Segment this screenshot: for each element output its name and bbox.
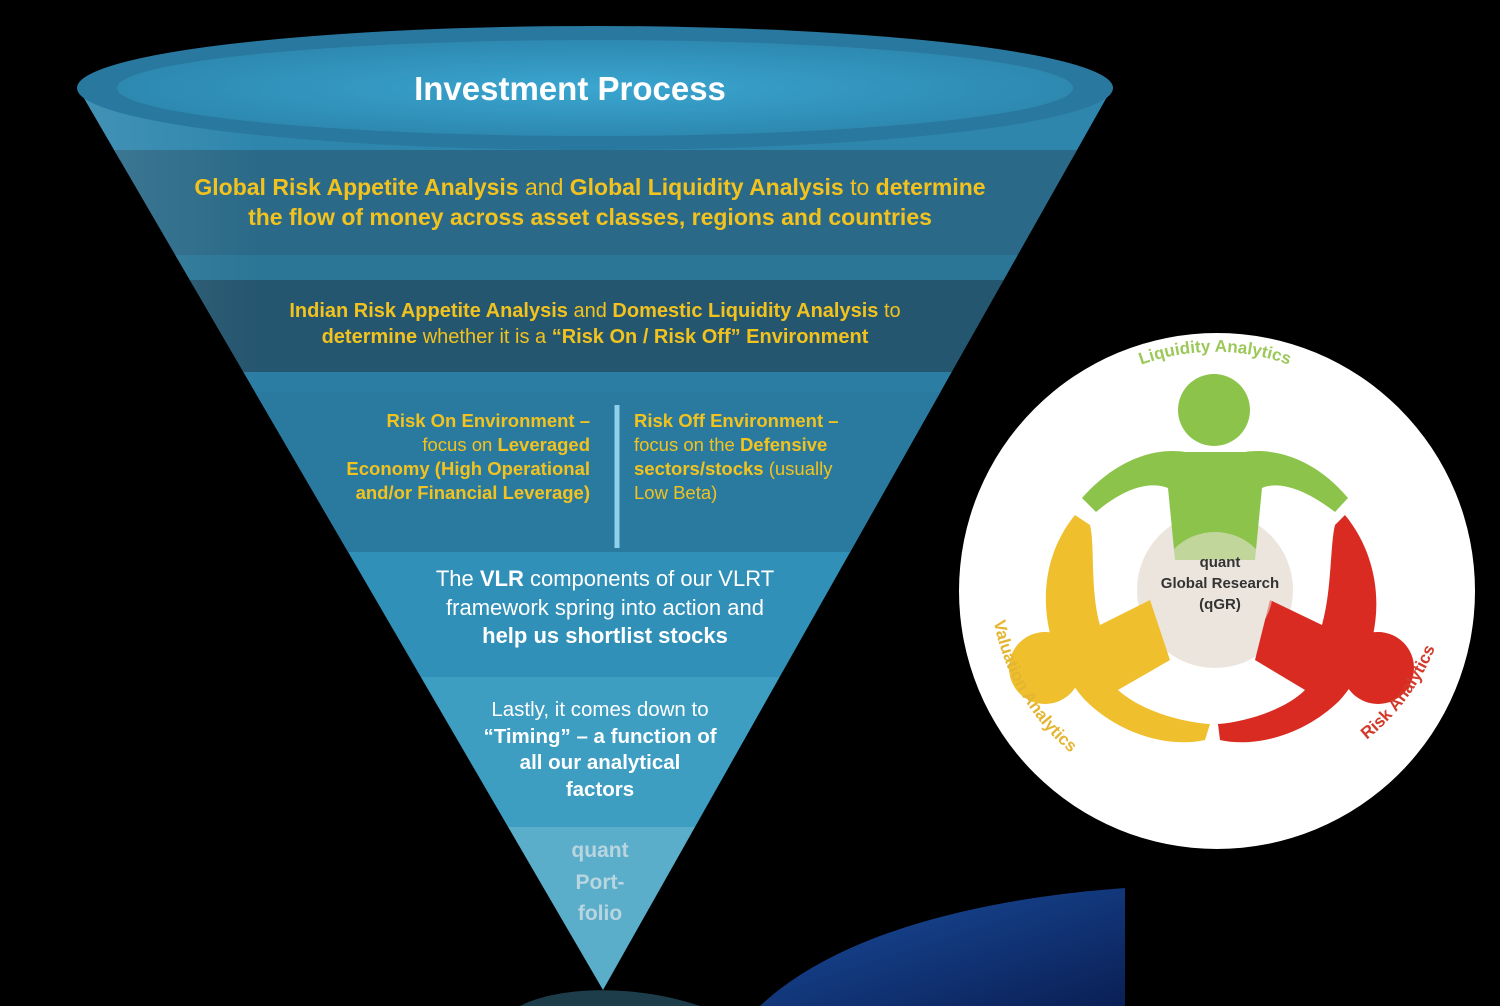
text-to: to bbox=[843, 174, 876, 200]
text-and: and bbox=[518, 174, 570, 200]
global-risk-appetite: Global Risk Appetite Analysis bbox=[194, 174, 519, 200]
risk-off-heading: Risk Off Environment – bbox=[634, 410, 839, 431]
text-whether: whether it is a bbox=[417, 326, 552, 348]
text-determine: determine bbox=[875, 174, 986, 200]
risk-on-off-text: “Risk On / Risk Off” Environment bbox=[551, 326, 869, 348]
text-port: Port- bbox=[575, 870, 625, 894]
flow-of-money-text: the flow of money across asset classes, … bbox=[248, 203, 932, 230]
text-determine: determine bbox=[321, 326, 418, 348]
valuation-figure bbox=[1009, 515, 1210, 743]
text-financial-leverage: and/or Financial Leverage) bbox=[355, 482, 590, 504]
decorative-ground bbox=[520, 990, 700, 1006]
text-sectors-stocks: sectors/stocks bbox=[634, 458, 764, 480]
text-the: The bbox=[435, 566, 480, 591]
liquidity-figure bbox=[1082, 374, 1348, 560]
quant-portfolio-text: quant Port- folio bbox=[540, 835, 660, 930]
domestic-liquidity: Domestic Liquidity Analysis bbox=[612, 300, 879, 322]
text-qgr: (qGR) bbox=[1199, 596, 1241, 613]
text-defensive: Defensive bbox=[739, 434, 828, 456]
vlr-text: The VLR components of our VLRT framework… bbox=[395, 565, 815, 651]
funnel-title: Investment Process bbox=[414, 70, 726, 107]
text-folio: folio bbox=[577, 902, 623, 925]
text-quant: quant bbox=[571, 839, 629, 862]
indian-analysis-text: Indian Risk Appetite Analysis and Domest… bbox=[225, 298, 965, 350]
risk-on-heading: Risk On Environment – bbox=[386, 410, 590, 431]
text-timing: “Timing” – a function of bbox=[483, 724, 717, 748]
qgr-label: quant Global Research (qGR) bbox=[1120, 552, 1320, 615]
text-shortlist-stocks: help us shortlist stocks bbox=[482, 623, 728, 649]
decorative-wave bbox=[760, 888, 1125, 1006]
global-analysis-text: Global Risk Appetite Analysis and Global… bbox=[150, 173, 1030, 233]
qgr-circle: Liquidity Analytics Valuation Analytics … bbox=[959, 333, 1475, 849]
text-usually: (usually bbox=[763, 458, 833, 480]
text-low-beta: Low Beta) bbox=[634, 482, 718, 504]
text-lastly: Lastly, it comes down to bbox=[491, 698, 709, 721]
text-components: components of our VLRT bbox=[523, 566, 775, 591]
global-liquidity: Global Liquidity Analysis bbox=[569, 174, 844, 200]
text-economy: Economy (High Operational bbox=[346, 458, 590, 480]
indian-risk-appetite: Indian Risk Appetite Analysis bbox=[289, 300, 568, 322]
text-to: to bbox=[878, 300, 901, 322]
text-leveraged: Leveraged bbox=[497, 434, 590, 456]
risk-on-text: Risk On Environment – focus on Leveraged… bbox=[300, 409, 590, 505]
text-focus-on: focus on bbox=[422, 434, 498, 456]
text-focus-on-the: focus on the bbox=[634, 434, 740, 456]
text-analytical: all our analytical bbox=[519, 751, 681, 775]
risk-figure bbox=[1218, 515, 1414, 743]
timing-text: Lastly, it comes down to “Timing” – a fu… bbox=[450, 697, 750, 804]
text-global-research: Global Research bbox=[1160, 575, 1280, 592]
text-vlr: VLR bbox=[479, 566, 524, 591]
text-factors: factors bbox=[565, 777, 635, 801]
text-framework: framework spring into action and bbox=[446, 594, 764, 620]
text-quant: quant bbox=[1199, 554, 1241, 571]
risk-off-text: Risk Off Environment – focus on the Defe… bbox=[634, 409, 884, 505]
text-and: and bbox=[567, 300, 613, 322]
